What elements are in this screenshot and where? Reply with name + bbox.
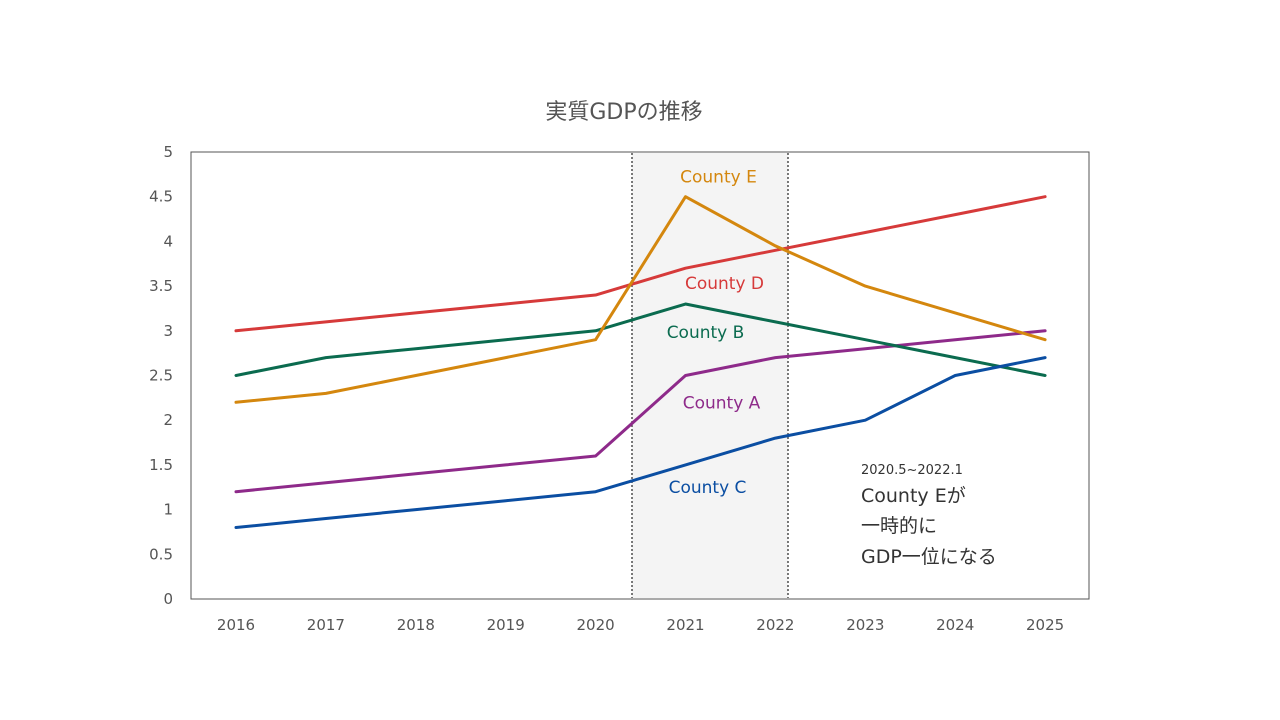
- y-tick-label: 4: [163, 232, 173, 250]
- x-tick-label: 2019: [487, 616, 525, 634]
- annotation-line-1: County Eが: [861, 485, 966, 507]
- x-tick-label: 2025: [1026, 616, 1064, 634]
- annotation-line-2: 一時的に: [861, 515, 937, 537]
- x-tick-label: 2020: [577, 616, 615, 634]
- y-tick-label: 0: [163, 590, 173, 608]
- series-line-county-e: [234, 195, 1047, 404]
- series-lines: [234, 195, 1047, 529]
- annotation: 2020.5~2022.1 County Eが 一時的に GDP一位になる: [861, 463, 997, 568]
- y-tick-label: 2.5: [149, 367, 173, 385]
- series-line-county-d: [234, 195, 1047, 333]
- series-label-county-d: County D: [685, 274, 764, 294]
- series-line-county-b: [234, 302, 1047, 377]
- y-tick-label: 3: [163, 322, 173, 340]
- y-tick-label: 5: [163, 143, 173, 161]
- series-label-county-b: County B: [667, 323, 745, 343]
- y-tick-label: 4.5: [149, 188, 173, 206]
- series-label-county-a: County A: [683, 394, 761, 414]
- series-labels: County A County B County C County D County E: [667, 168, 764, 498]
- annotation-range: 2020.5~2022.1: [861, 463, 963, 478]
- y-tick-label: 1.5: [149, 456, 173, 474]
- y-tick-label: 1: [163, 501, 173, 519]
- y-tick-label: 0.5: [149, 545, 173, 563]
- series-line-county-c: [234, 356, 1047, 529]
- y-tick-label: 2: [163, 411, 173, 429]
- series-label-county-c: County C: [669, 478, 747, 498]
- x-tick-label: 2017: [307, 616, 345, 634]
- chart-title: 実質GDPの推移: [545, 100, 703, 125]
- highlight-band: [632, 153, 788, 598]
- y-tick-label: 3.5: [149, 277, 173, 295]
- y-axis-ticks: 0 0.5 1 1.5 2 2.5 3 3.5 4 4.5 5: [149, 143, 173, 608]
- series-label-county-e: County E: [680, 168, 757, 188]
- x-tick-label: 2018: [397, 616, 435, 634]
- x-tick-label: 2024: [936, 616, 974, 634]
- x-tick-label: 2022: [756, 616, 794, 634]
- annotation-line-3: GDP一位になる: [861, 546, 997, 568]
- x-axis-ticks: 2016 2017 2018 2019 2020 2021 2022 2023 2024 2025: [217, 616, 1064, 634]
- x-tick-label: 2021: [666, 616, 704, 634]
- x-tick-label: 2016: [217, 616, 255, 634]
- series-line-county-a: [234, 329, 1047, 494]
- x-tick-label: 2023: [846, 616, 884, 634]
